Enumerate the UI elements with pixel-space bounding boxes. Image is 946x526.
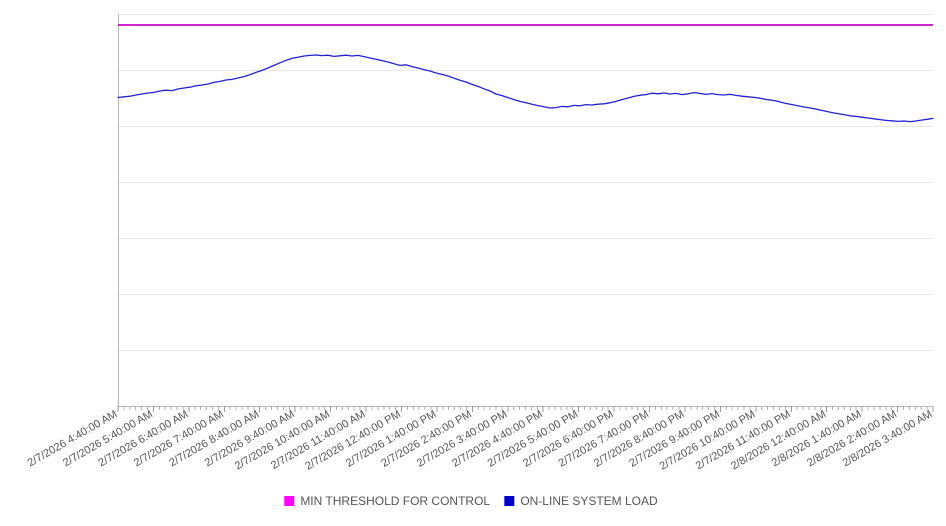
plot-background — [118, 14, 933, 406]
legend-swatch-load — [504, 496, 515, 506]
legend-label-threshold: MIN THRESHOLD FOR CONTROL — [300, 494, 490, 508]
legend-label-load: ON-LINE SYSTEM LOAD — [520, 494, 658, 508]
chart-legend: MIN THRESHOLD FOR CONTROL ON-LINE SYSTEM … — [284, 494, 658, 508]
x-axis-ticks — [117, 406, 934, 412]
gridlines — [118, 14, 933, 351]
x-axis-tick-labels: 2/7/2026 4:40:00 AM2/7/2026 5:40:00 AM2/… — [26, 408, 935, 473]
legend-swatch-threshold — [284, 496, 295, 506]
series-on-line-system-load — [117, 54, 934, 123]
